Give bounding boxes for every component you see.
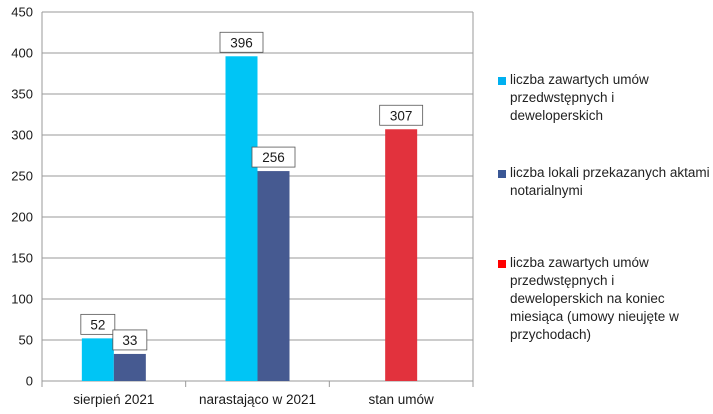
legend-label-contracts-month-end: liczba zawartych umów przedwstępnych i d… (510, 255, 679, 342)
legend-swatch-contracts (498, 77, 506, 85)
y-tick-label: 300 (11, 128, 33, 143)
data-label-box (80, 313, 116, 335)
bar (257, 171, 290, 381)
bar (81, 338, 114, 381)
data-label: 307 (390, 108, 413, 123)
y-tick-label: 150 (11, 251, 33, 266)
data-label-box (251, 146, 296, 168)
x-category-label: stan umów (369, 392, 435, 407)
legend-swatch-units-handed-over (498, 170, 506, 178)
data-label: 396 (230, 35, 253, 50)
y-tick-label: 50 (19, 333, 33, 348)
data-label: 52 (90, 317, 105, 332)
y-tick-label: 450 (11, 5, 33, 20)
legend-label-units-handed-over: liczba lokali przekazanych aktami notari… (510, 165, 710, 198)
data-label-box (219, 31, 264, 53)
x-category-label: narastająco w 2021 (199, 392, 316, 407)
legend-item-contracts: liczba zawartych umów przedwstępnych i d… (498, 71, 710, 125)
y-tick-label: 400 (11, 46, 33, 61)
y-tick-label: 200 (11, 210, 33, 225)
bar (385, 129, 418, 381)
bar (225, 56, 258, 381)
legend-swatch-contracts-month-end (498, 260, 506, 268)
data-label: 256 (262, 150, 285, 165)
y-tick-label: 0 (26, 374, 33, 389)
data-label: 33 (122, 333, 137, 348)
y-tick-label: 250 (11, 169, 33, 184)
legend-item-units-handed-over: liczba lokali przekazanych aktami notari… (498, 164, 710, 200)
bar-chart: 0 50 100 150 200 250 300 350 400 450 sierpień 2021… (11, 5, 474, 407)
y-tick-label: 100 (11, 292, 33, 307)
x-category-label: sierpień 2021 (73, 392, 154, 407)
bar (113, 353, 146, 381)
data-label-box (379, 104, 424, 126)
legend-label-contracts: liczba zawartych umów przedwstępnych i d… (510, 72, 649, 123)
data-label-box (112, 329, 148, 351)
y-tick-label: 350 (11, 87, 33, 102)
legend-item-contracts-month-end: liczba zawartych umów przedwstępnych i d… (498, 254, 710, 344)
legend: liczba zawartych umów przedwstępnych i d… (498, 0, 710, 414)
